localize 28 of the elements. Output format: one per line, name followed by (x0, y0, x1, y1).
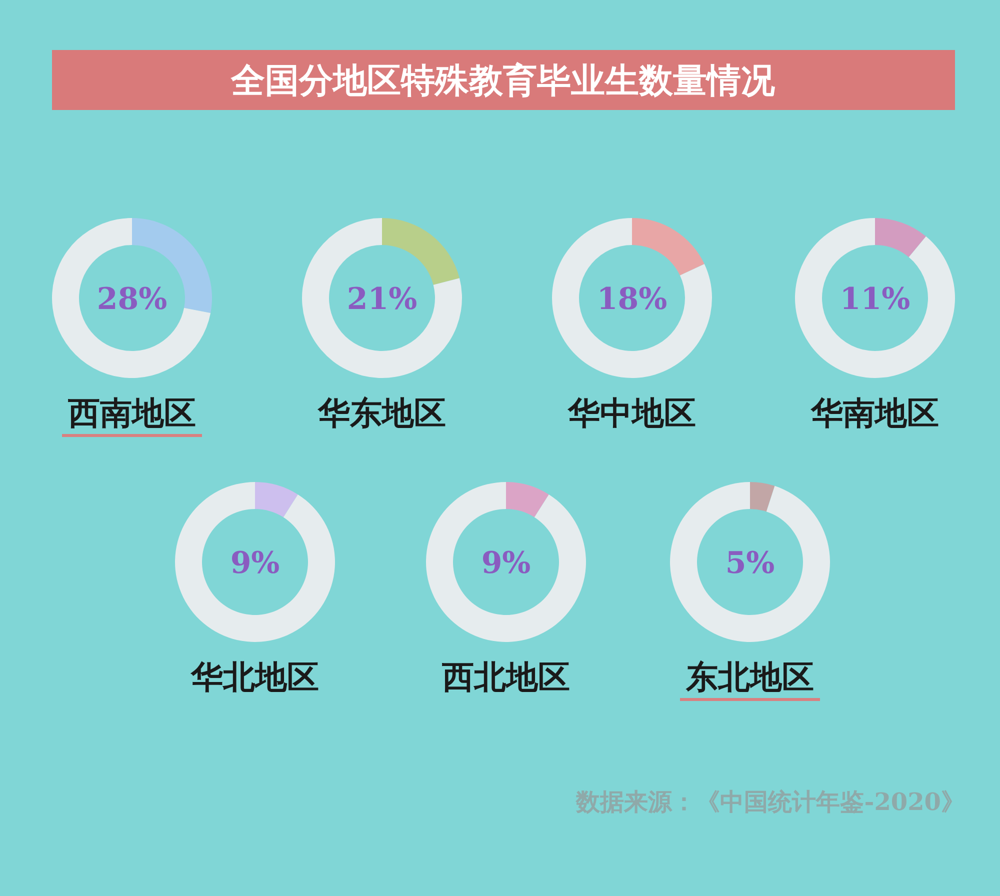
text: 11% (840, 282, 910, 317)
donut-slice (382, 218, 460, 285)
text: 全国分地区特殊教育毕业生数量情况 (230, 61, 776, 101)
donut-slice (750, 482, 775, 512)
text: 华南地区 (810, 394, 939, 432)
text: 28% (96, 282, 168, 317)
text: 9% (230, 546, 280, 581)
text: 5% (725, 546, 775, 581)
text: 18% (596, 282, 668, 317)
text: 21% (346, 282, 418, 317)
donut-slice (52, 218, 211, 378)
donut-slice (632, 218, 704, 276)
text: 东北地区 (685, 658, 814, 696)
text: 华东地区 (317, 394, 446, 432)
donut-slice (175, 482, 335, 642)
text: 西南地区 (67, 394, 196, 432)
donut-slice (875, 218, 926, 258)
text: 华北地区 (190, 658, 319, 696)
donut-slice (506, 482, 549, 518)
donut-slice (670, 482, 830, 642)
donut-slice (552, 218, 712, 378)
donut-slice (255, 482, 298, 518)
text: 西北地区 (441, 658, 570, 696)
text: 华中地区 (567, 394, 696, 432)
text: 9% (481, 546, 531, 581)
donut-slice (795, 218, 955, 378)
donut-slice (426, 482, 586, 642)
donut-slice (302, 218, 462, 378)
